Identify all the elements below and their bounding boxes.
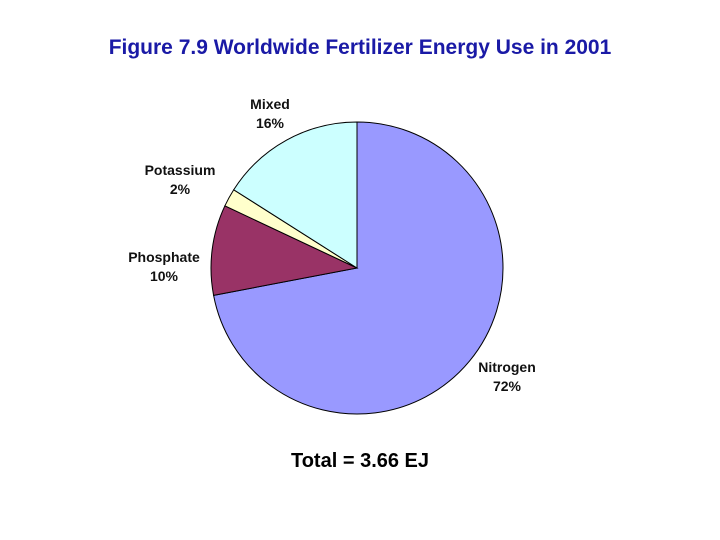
slice-name-mixed: Mixed [250, 96, 290, 112]
slice-name-potassium: Potassium [145, 162, 216, 178]
pie-slice-nitrogen [213, 121, 504, 415]
slice-percent-phosphate: 10% [150, 268, 179, 284]
slice-percent-mixed: 16% [256, 115, 285, 131]
total-note: Total = 3.66 EJ [290, 450, 430, 472]
slice-name-nitrogen: Nitrogen [478, 359, 536, 375]
chart-title: Figure 7.9 Worldwide Fertilizer Energy U… [108, 36, 612, 59]
slice-percent-potassium: 2% [170, 181, 191, 197]
slice-name-phosphate: Phosphate [128, 249, 200, 265]
pie-slice-mixed [233, 121, 358, 269]
slice-percent-nitrogen: 72% [493, 378, 522, 394]
pie-slice-phosphate [210, 205, 359, 296]
